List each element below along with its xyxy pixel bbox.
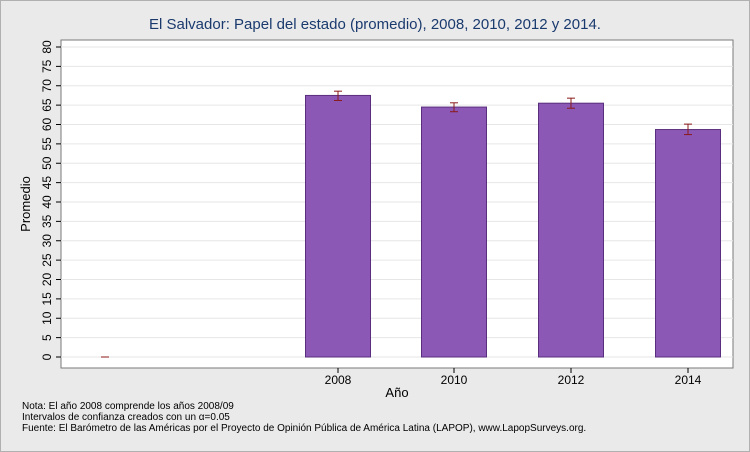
bar — [421, 106, 487, 358]
y-tick-label: 50 — [40, 156, 54, 170]
note-line-1: Nota: El año 2008 comprende los años 200… — [22, 401, 234, 412]
y-tick-label: 65 — [40, 98, 54, 112]
y-tick-label: 20 — [40, 273, 54, 287]
y-axis-ticks: 0 5 10 15 20 25 30 35 40 45 50 55 60 65 70 75 80 — [40, 40, 61, 360]
y-tick-label: 45 — [40, 176, 54, 190]
x-tick-label: 2014 — [675, 373, 702, 387]
note-line-2: Intervalos de confianza creados con un α… — [22, 412, 230, 423]
y-tick-label: 30 — [40, 234, 54, 248]
x-tick-label: 2010 — [441, 373, 468, 387]
plot-area — [60, 39, 734, 369]
x-tick-label: 2008 — [325, 373, 352, 387]
y-tick-label: 35 — [40, 214, 54, 228]
y-axis-label: Promedio — [18, 176, 33, 232]
y-tick-label: 80 — [40, 40, 54, 54]
y-tick-label: 40 — [40, 195, 54, 209]
confidence-intervals — [101, 90, 692, 358]
y-tick-label: 70 — [40, 79, 54, 93]
bar — [305, 94, 371, 358]
x-tick-label: 2012 — [558, 373, 585, 387]
gridlines — [61, 46, 733, 358]
x-axis-ticks: 2008 2010 2012 2014 — [325, 368, 702, 387]
chart-title: El Salvador: Papel del estado (promedio)… — [149, 16, 601, 33]
y-tick-label: 55 — [40, 137, 54, 151]
y-tick-label: 25 — [40, 253, 54, 267]
y-tick-label: 60 — [40, 118, 54, 132]
y-tick-label: 5 — [40, 334, 54, 341]
y-tick-label: 10 — [40, 311, 54, 325]
bar — [538, 102, 604, 358]
note-line-3: Fuente: El Barómetro de las Américas por… — [22, 423, 587, 434]
x-axis-label: Año — [385, 385, 408, 400]
y-tick-label: 75 — [40, 59, 54, 73]
bars — [305, 94, 721, 358]
y-tick-label: 15 — [40, 292, 54, 306]
y-tick-label: 0 — [40, 353, 54, 360]
bar — [655, 129, 721, 358]
